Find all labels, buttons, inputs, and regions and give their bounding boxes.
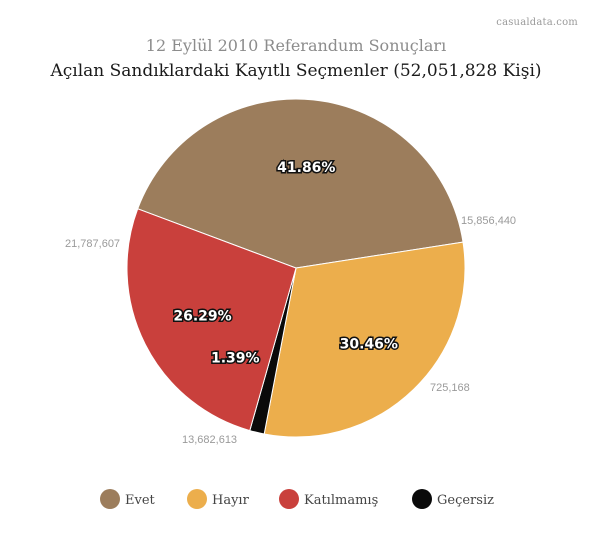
- legend-label-katilmamis: Katılmamış: [304, 493, 378, 508]
- percent-label-katilmamis: 26.29%: [173, 308, 231, 324]
- brand-watermark: casualdata.com: [496, 17, 578, 28]
- pie-slice-katilmamis: [126, 208, 297, 432]
- pie-slice-evet: [137, 98, 464, 269]
- legend-label-gecersiz: Geçersiz: [437, 493, 494, 508]
- value-label-evet: 21,787,607: [65, 238, 120, 250]
- pie-labels: 41.86% 21,787,607 30.46% 15,856,440 1.39% 725…: [65, 159, 516, 446]
- legend-swatch-hayir: [187, 489, 207, 509]
- legend-swatch-evet: [100, 489, 120, 509]
- chart-title: 12 Eylül 2010 Referandum Sonuçları: [145, 36, 447, 55]
- pie-slices: [126, 98, 466, 438]
- chart-legend: Evet Hayır Katılmamış Geçersiz: [100, 489, 494, 509]
- value-label-katilmamis: 13,682,613: [182, 434, 237, 446]
- percent-label-gecersiz: 1.39%: [211, 350, 260, 366]
- legend-label-evet: Evet: [125, 493, 156, 508]
- legend-swatch-katilmamis: [279, 489, 299, 509]
- percent-label-evet: 41.86%: [277, 160, 335, 176]
- pie-slice-hayir: [263, 241, 466, 438]
- chart-subtitle: Açılan Sandıklardaki Kayıtlı Seçmenler (…: [50, 61, 542, 81]
- percent-label-hayir: 30.46%: [340, 336, 398, 352]
- legend-label-hayir: Hayır: [212, 493, 250, 508]
- legend-swatch-gecersiz: [412, 489, 432, 509]
- value-label-gecersiz: 725,168: [430, 382, 470, 394]
- value-label-hayir: 15,856,440: [461, 215, 516, 227]
